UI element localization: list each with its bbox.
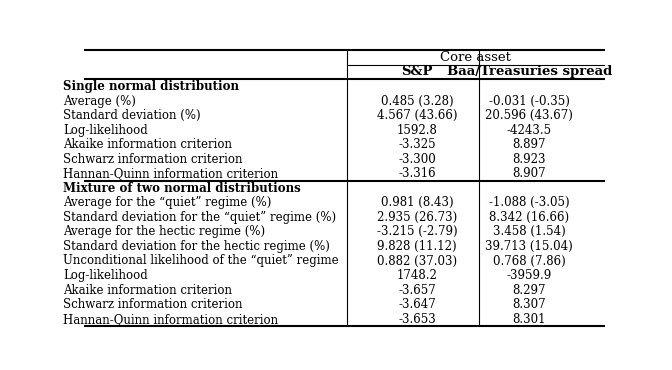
Text: Average (%): Average (%) bbox=[63, 94, 136, 108]
Text: 8.342 (16.66): 8.342 (16.66) bbox=[489, 211, 569, 224]
Text: Hannan-Quinn information criterion: Hannan-Quinn information criterion bbox=[63, 167, 278, 180]
Text: -3.647: -3.647 bbox=[398, 298, 436, 311]
Text: -1.088 (-3.05): -1.088 (-3.05) bbox=[489, 196, 570, 209]
Text: 8.907: 8.907 bbox=[513, 167, 546, 180]
Text: -3.215 (-2.79): -3.215 (-2.79) bbox=[377, 225, 458, 238]
Text: -3.316: -3.316 bbox=[398, 167, 436, 180]
Text: Akaike information criterion: Akaike information criterion bbox=[63, 283, 232, 297]
Text: 39.713 (15.04): 39.713 (15.04) bbox=[485, 240, 573, 253]
Text: Single normal distribution: Single normal distribution bbox=[63, 80, 239, 93]
Text: Baa/Tre​asuries spread: Baa/Tre​asuries spread bbox=[447, 65, 612, 78]
Text: Standard deviation for the hectic regime (%): Standard deviation for the hectic regime… bbox=[63, 240, 330, 253]
Text: 8.897: 8.897 bbox=[513, 138, 546, 151]
Text: 1592.8: 1592.8 bbox=[397, 124, 437, 137]
Text: Schwarz information criterion: Schwarz information criterion bbox=[63, 298, 243, 311]
Text: 4.567 (43.66): 4.567 (43.66) bbox=[377, 109, 458, 122]
Text: 8.297: 8.297 bbox=[513, 283, 546, 297]
Text: -3.657: -3.657 bbox=[398, 283, 436, 297]
Text: 2.935 (26.73): 2.935 (26.73) bbox=[377, 211, 458, 224]
Text: Average for the hectic regime (%): Average for the hectic regime (%) bbox=[63, 225, 265, 238]
Text: -3959.9: -3959.9 bbox=[507, 269, 552, 282]
Text: 8.301: 8.301 bbox=[513, 313, 546, 326]
Text: Log-likelihood: Log-likelihood bbox=[63, 269, 148, 282]
Text: Log-likelihood: Log-likelihood bbox=[63, 124, 148, 137]
Text: Unconditional likelihood of the “quiet” regime: Unconditional likelihood of the “quiet” … bbox=[63, 255, 339, 268]
Text: 3.458 (1.54): 3.458 (1.54) bbox=[493, 225, 566, 238]
Text: 0.882 (37.03): 0.882 (37.03) bbox=[377, 255, 458, 268]
Text: -3.653: -3.653 bbox=[398, 313, 436, 326]
Text: 20.596 (43.67): 20.596 (43.67) bbox=[485, 109, 573, 122]
Text: Standard deviation for the “quiet” regime (%): Standard deviation for the “quiet” regim… bbox=[63, 211, 336, 224]
Text: Standard deviation (%): Standard deviation (%) bbox=[63, 109, 201, 122]
Text: Schwarz information criterion: Schwarz information criterion bbox=[63, 153, 243, 166]
Text: 9.828 (11.12): 9.828 (11.12) bbox=[378, 240, 457, 253]
Text: -0.031 (-0.35): -0.031 (-0.35) bbox=[489, 94, 570, 108]
Text: Hannan-Quinn information criterion: Hannan-Quinn information criterion bbox=[63, 313, 278, 326]
Text: S&P: S&P bbox=[402, 65, 433, 78]
Text: Core asset: Core asset bbox=[440, 51, 511, 64]
Text: Average for the “quiet” regime (%): Average for the “quiet” regime (%) bbox=[63, 196, 271, 209]
Text: 8.307: 8.307 bbox=[513, 298, 546, 311]
Text: 8.923: 8.923 bbox=[513, 153, 546, 166]
Text: Mixture of two normal distributions: Mixture of two normal distributions bbox=[63, 182, 301, 195]
Text: -3.300: -3.300 bbox=[398, 153, 436, 166]
Text: 0.768 (7.86): 0.768 (7.86) bbox=[493, 255, 566, 268]
Text: Akaike information criterion: Akaike information criterion bbox=[63, 138, 232, 151]
Text: -4243.5: -4243.5 bbox=[507, 124, 552, 137]
Text: 1748.2: 1748.2 bbox=[397, 269, 437, 282]
Text: 0.485 (3.28): 0.485 (3.28) bbox=[381, 94, 454, 108]
Text: 0.981 (8.43): 0.981 (8.43) bbox=[381, 196, 454, 209]
Text: -3.325: -3.325 bbox=[398, 138, 436, 151]
